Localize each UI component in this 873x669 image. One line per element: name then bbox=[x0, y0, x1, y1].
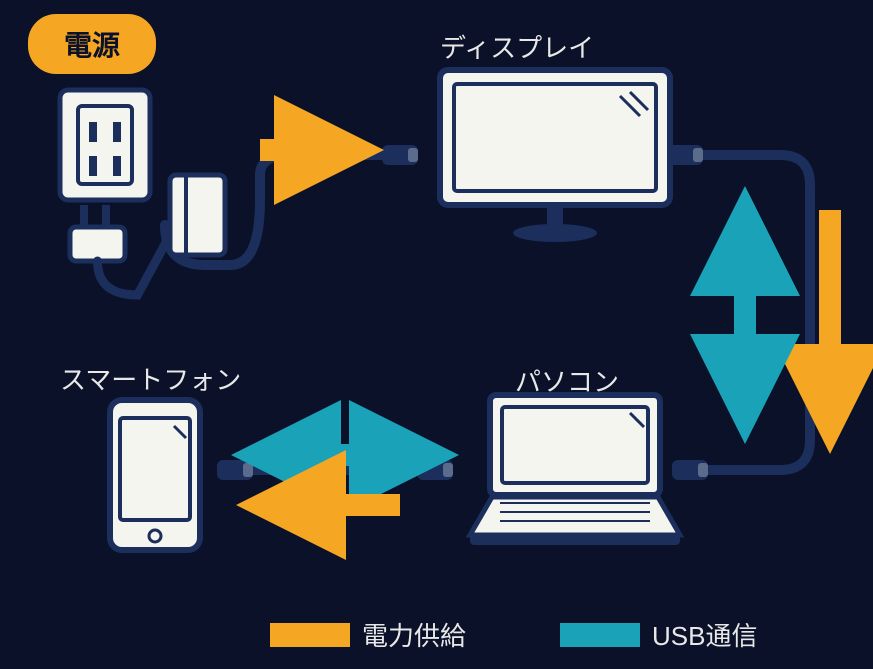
connection-diagram bbox=[0, 0, 873, 669]
plug-icon bbox=[70, 227, 125, 261]
devices-group bbox=[60, 70, 680, 550]
adapter-icon bbox=[170, 175, 225, 255]
